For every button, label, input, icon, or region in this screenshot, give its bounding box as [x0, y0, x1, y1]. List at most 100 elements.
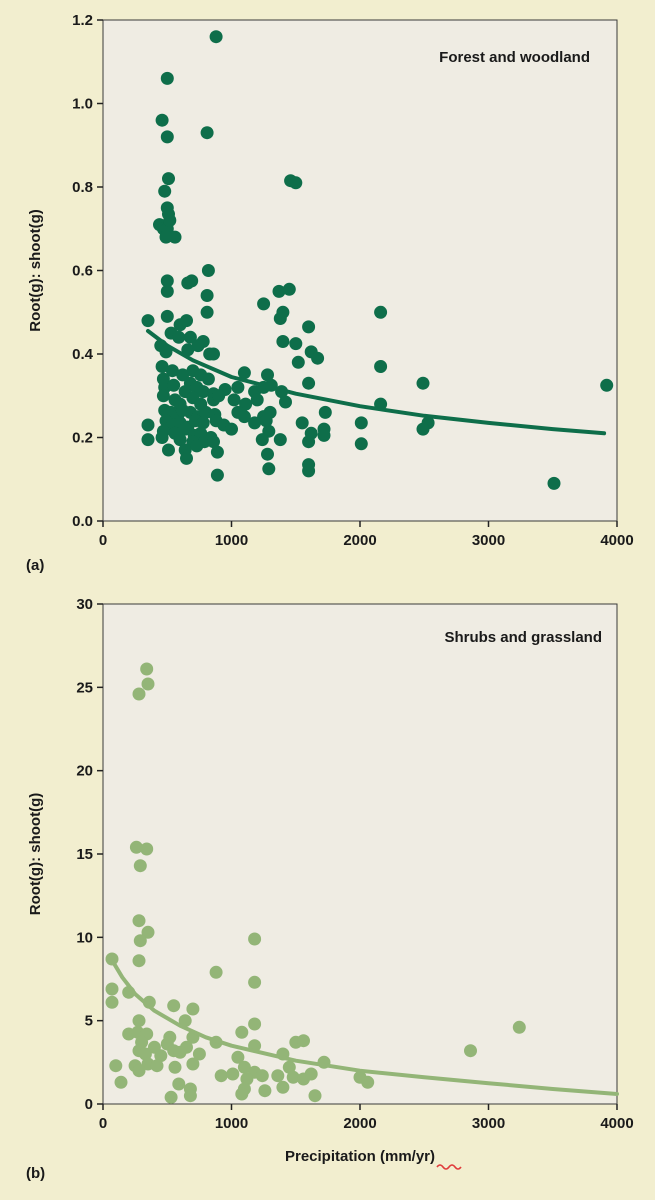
data-point [162, 443, 175, 457]
data-point [200, 305, 214, 319]
data-point [105, 982, 119, 996]
data-point [160, 284, 174, 298]
data-point [173, 433, 187, 447]
data-point [248, 932, 262, 946]
data-point [308, 1089, 322, 1103]
data-point [261, 368, 274, 382]
data-point [183, 1089, 197, 1103]
y-tick-label: 0.6 [72, 263, 93, 280]
y-tick-label: 25 [76, 679, 93, 696]
data-point [129, 840, 143, 854]
data-point [261, 447, 274, 461]
data-point [248, 416, 262, 430]
y-tick-label: 15 [76, 846, 93, 863]
data-point [201, 372, 215, 386]
data-point [210, 445, 224, 459]
data-point [141, 314, 155, 328]
data-point [176, 368, 190, 382]
data-point [180, 314, 193, 328]
data-point [180, 451, 193, 465]
data-point [361, 1075, 375, 1089]
data-point [289, 337, 303, 351]
scatter-points [105, 662, 526, 1104]
data-point [132, 1064, 146, 1078]
data-point [273, 312, 287, 325]
data-point [186, 1057, 200, 1071]
data-point [132, 1014, 146, 1028]
y-tick-label: 30 [76, 596, 93, 613]
data-point [464, 1044, 477, 1058]
y-tick-label: 1.0 [72, 96, 93, 113]
data-point [272, 284, 286, 298]
data-point [200, 289, 214, 302]
x-tick-label: 4000 [600, 1115, 633, 1132]
data-point [183, 330, 197, 344]
data-point [178, 422, 192, 436]
data-point [271, 1069, 285, 1083]
trend-curve [111, 960, 619, 1096]
x-tick-label: 2000 [343, 1115, 376, 1132]
y-tick-label: 0.4 [72, 346, 94, 363]
x-tick-label: 3000 [472, 532, 505, 549]
data-point [416, 376, 430, 390]
data-point [132, 687, 146, 701]
data-point [160, 71, 174, 85]
data-point [140, 842, 154, 856]
x-tick-label: 4000 [600, 532, 633, 549]
data-point [167, 378, 181, 392]
data-point [203, 347, 217, 361]
data-point [286, 1070, 300, 1084]
data-point [133, 859, 147, 873]
data-point [311, 351, 325, 365]
x-tick-label: 0 [99, 532, 107, 549]
data-point [374, 360, 388, 373]
data-point [191, 339, 205, 353]
data-point [196, 416, 210, 430]
data-point [105, 995, 119, 1009]
data-point [354, 437, 368, 451]
data-point [200, 126, 214, 140]
y-axis-title: Root(g): shoot(g) [27, 793, 44, 915]
data-point [209, 965, 223, 979]
y-tick-label: 0.2 [72, 430, 93, 447]
x-tick-label: 1000 [215, 532, 248, 549]
data-point [231, 1050, 245, 1064]
data-point [250, 393, 264, 407]
data-point [600, 378, 614, 392]
data-point [132, 954, 146, 968]
data-point [132, 914, 146, 928]
data-point [141, 433, 155, 447]
y-axis-title: Root(g): shoot(g) [27, 209, 44, 331]
data-point [227, 393, 241, 407]
data-point [214, 1069, 228, 1083]
data-point [416, 422, 430, 436]
data-point [302, 320, 316, 334]
plot-area [102, 603, 618, 1105]
data-point [235, 1025, 249, 1039]
data-point [158, 184, 172, 198]
data-point [155, 431, 169, 444]
data-point [547, 476, 561, 490]
data-point [302, 435, 316, 449]
data-point [159, 230, 173, 244]
data-point [282, 282, 296, 296]
data-point [354, 416, 368, 430]
data-point [374, 305, 388, 319]
data-point [164, 1090, 178, 1104]
data-point [154, 1049, 168, 1063]
data-point [255, 1069, 269, 1083]
data-point [282, 1060, 296, 1074]
data-point [279, 395, 292, 409]
data-point [237, 1060, 251, 1074]
data-point [160, 130, 174, 144]
data-point [248, 975, 262, 989]
data-point [163, 213, 177, 227]
data-point [141, 677, 155, 691]
data-point [192, 1047, 206, 1061]
data-point [317, 428, 331, 442]
data-point [196, 385, 210, 399]
data-point [156, 389, 170, 403]
data-point [172, 330, 186, 344]
